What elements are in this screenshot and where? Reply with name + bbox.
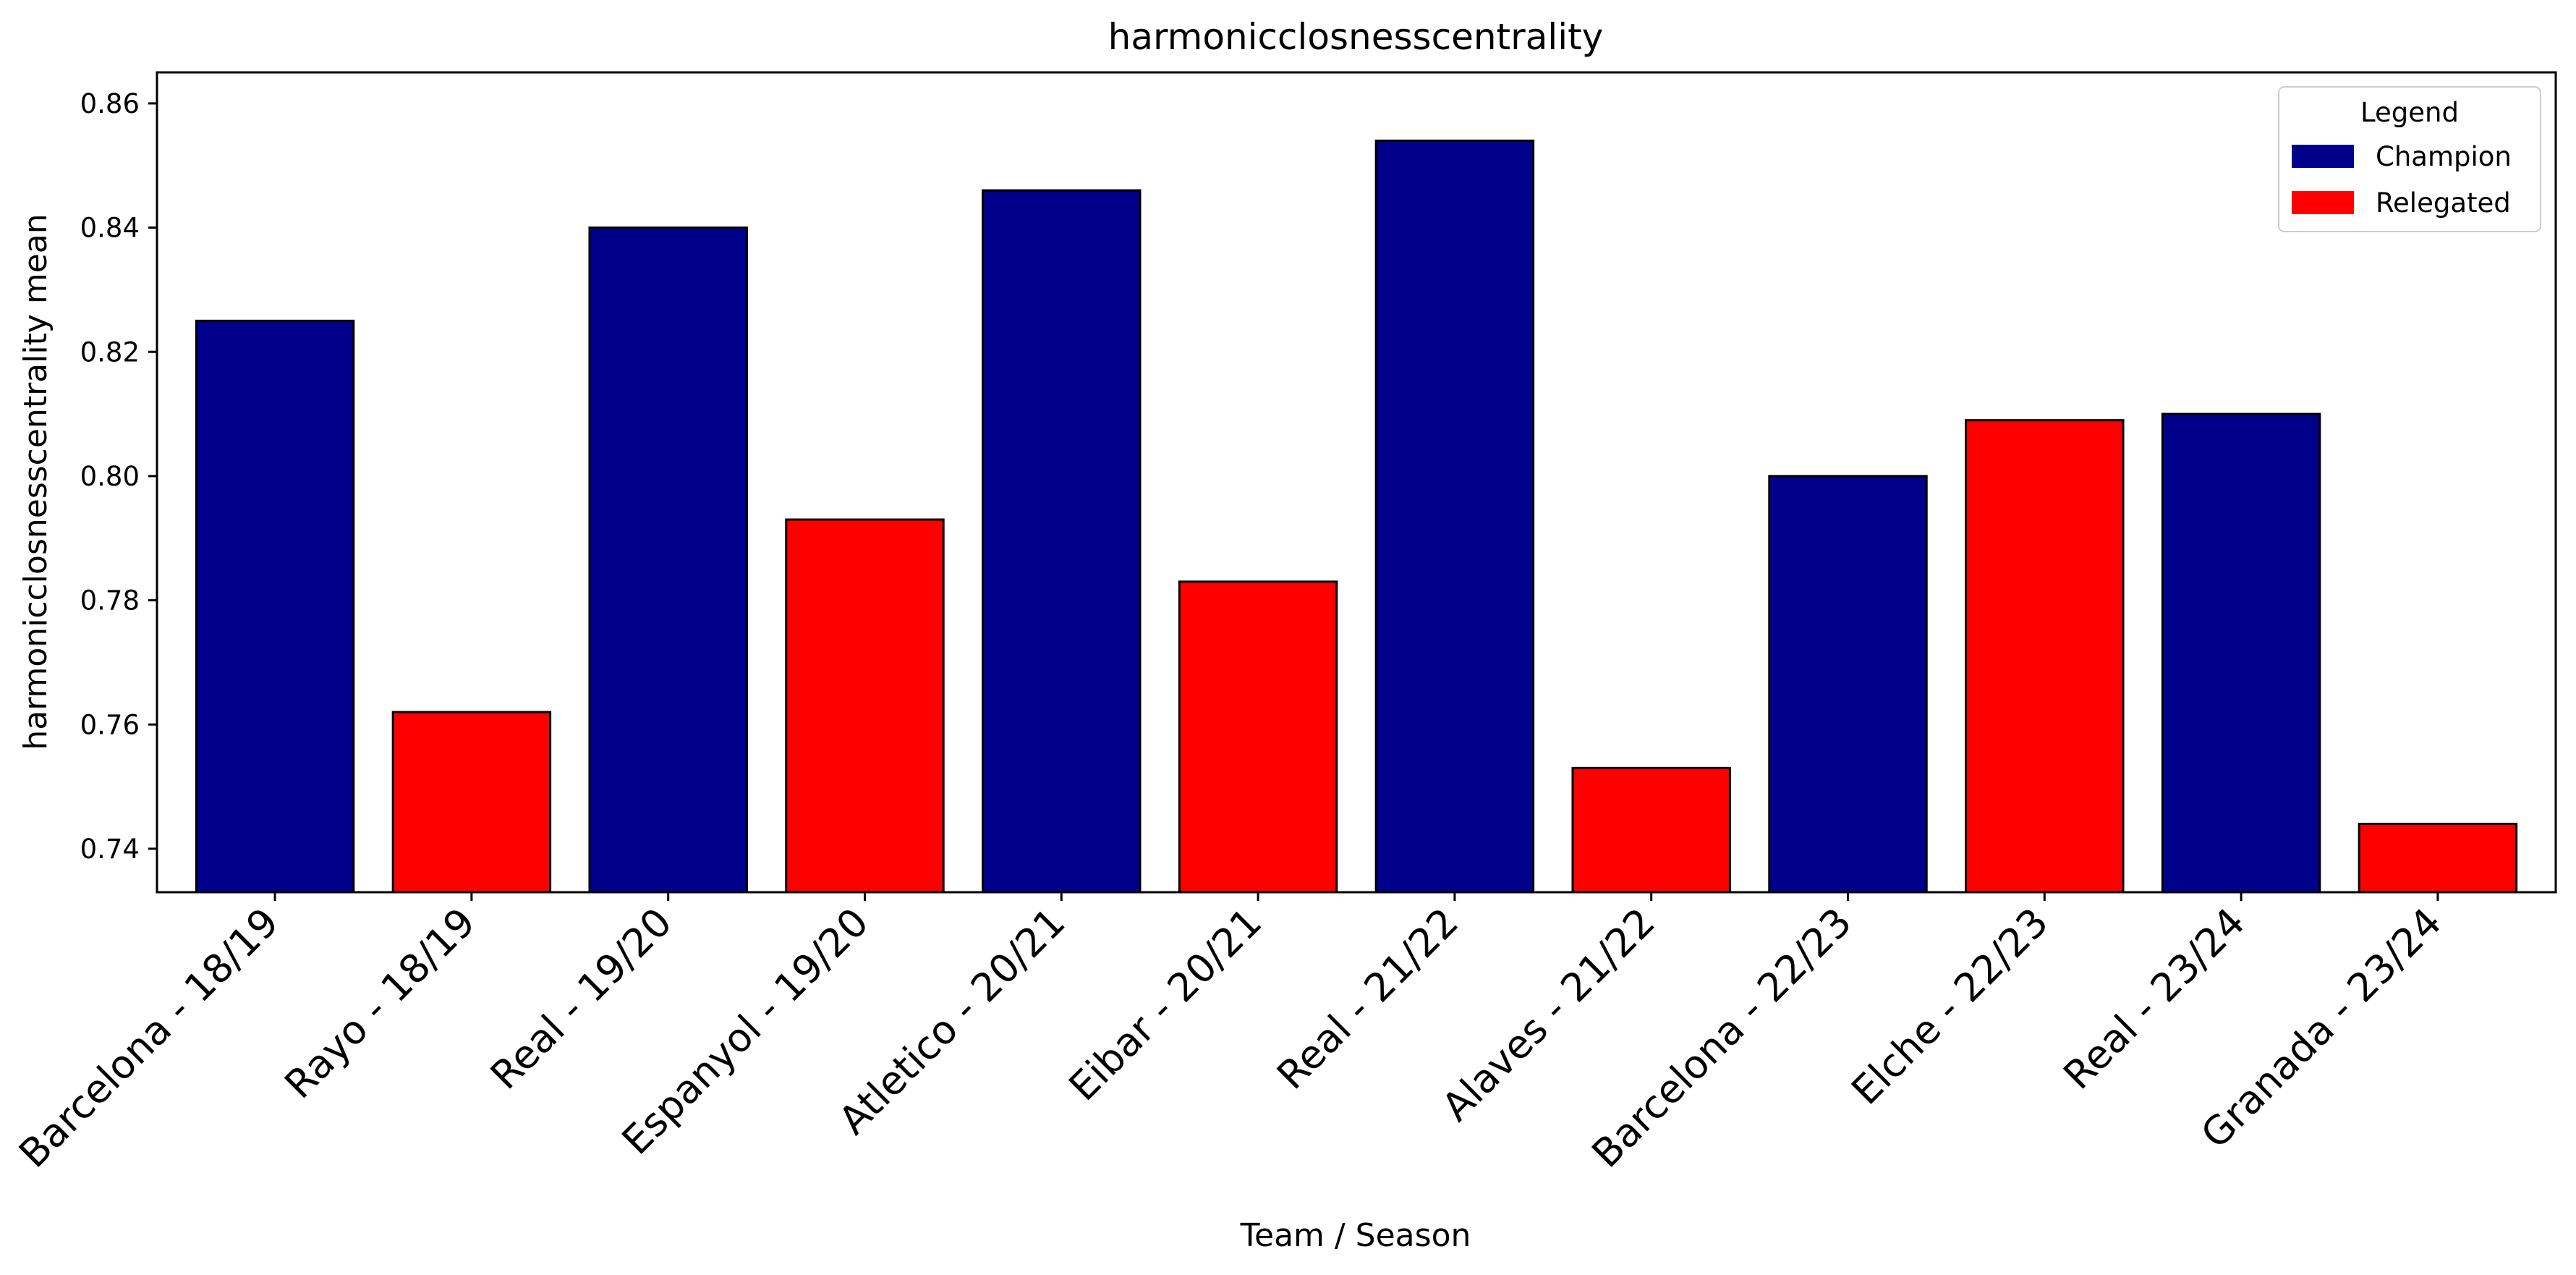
- bars-layer: [195, 139, 2518, 894]
- bar: [391, 711, 552, 894]
- bar: [982, 189, 1142, 894]
- y-tick-label: 0.82: [80, 336, 140, 368]
- bar: [1965, 419, 2125, 894]
- y-tick-label: 0.74: [80, 834, 140, 865]
- x-tick-label: Eibar - 20/21: [1060, 899, 1271, 1110]
- bar: [588, 226, 748, 894]
- plot-frame: [156, 71, 2557, 894]
- bar: [2358, 823, 2518, 894]
- bar: [1374, 139, 1535, 894]
- bar: [2161, 412, 2321, 894]
- legend-swatch: [2292, 191, 2354, 214]
- y-tick-label: 0.80: [80, 461, 140, 492]
- chart-title: harmonicclosnesscentrality: [1108, 16, 1604, 58]
- x-tick-label: Alaves - 21/22: [1433, 899, 1664, 1130]
- bar: [1768, 475, 1928, 894]
- x-tick-label: Barcelona - 18/19: [10, 899, 287, 1177]
- legend: Legend Champion Relegated: [2278, 86, 2541, 232]
- legend-label: Champion: [2376, 141, 2512, 172]
- legend-title: Legend: [2360, 97, 2459, 128]
- x-tick-label: Real - 19/20: [482, 899, 681, 1098]
- y-axis-label: harmonicclosnesscentrality mean: [17, 213, 54, 750]
- y-tick-label: 0.78: [80, 585, 140, 617]
- x-axis-label: Team / Season: [1240, 1217, 1471, 1254]
- legend-swatch: [2292, 145, 2354, 168]
- x-tick-label: Rayo - 18/19: [276, 899, 484, 1108]
- bar: [1178, 580, 1338, 894]
- bar: [195, 319, 355, 894]
- y-axis: 0.74 0.76 0.78 0.80 0.82 0.84 0.86: [80, 88, 157, 865]
- bar: [1571, 766, 1731, 894]
- y-tick-label: 0.84: [80, 213, 140, 244]
- y-tick-label: 0.86: [80, 88, 140, 119]
- bar: [785, 518, 945, 894]
- x-tick-label: Real - 21/22: [1268, 899, 1467, 1098]
- x-tick-label: Real - 23/24: [2054, 899, 2253, 1098]
- x-tick-label: Elche - 22/23: [1842, 899, 2057, 1114]
- y-tick-label: 0.76: [80, 709, 140, 740]
- legend-label: Relegated: [2376, 187, 2511, 219]
